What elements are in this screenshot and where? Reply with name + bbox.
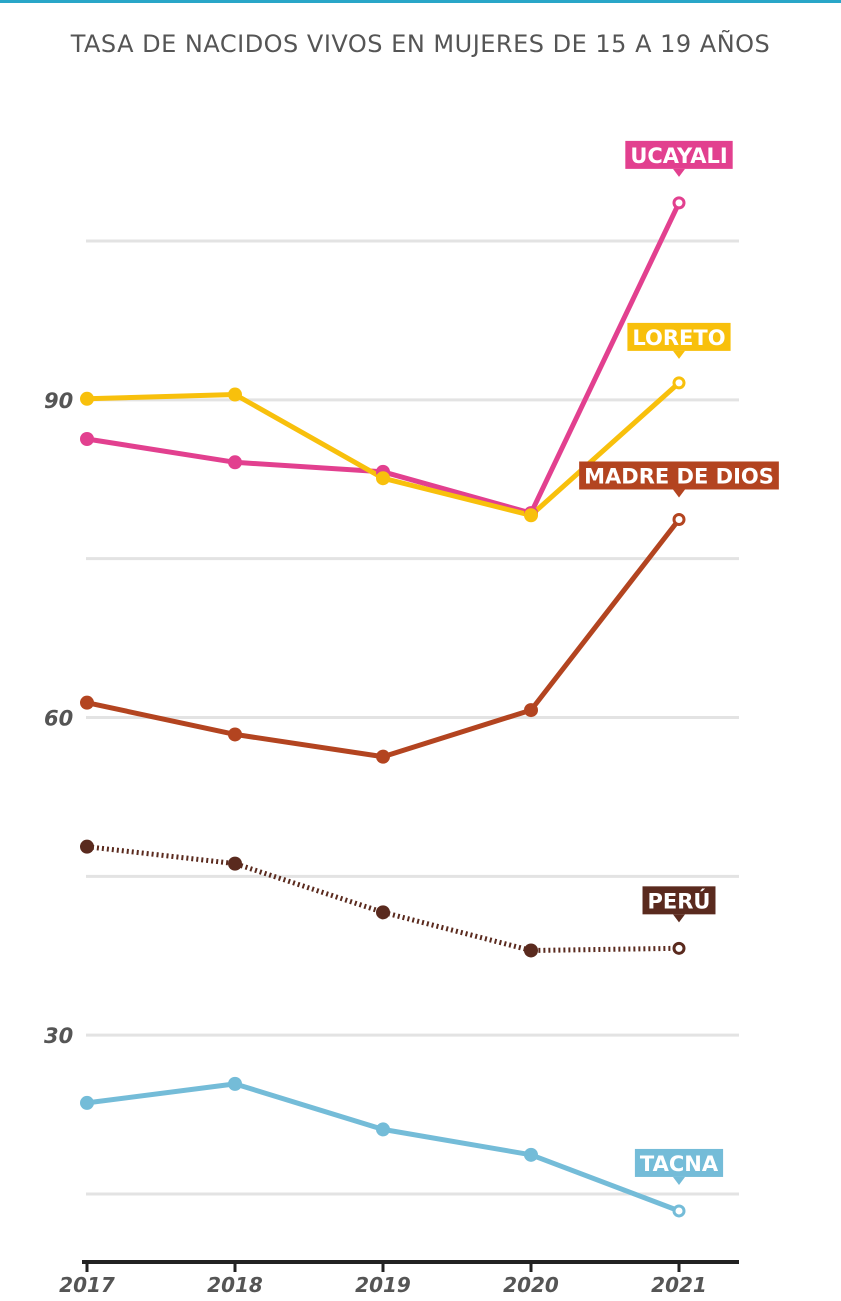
data-point-madre-de-dios <box>524 703 538 718</box>
data-point-peru <box>524 943 538 958</box>
series-label-tacna: TACNA <box>634 1148 724 1185</box>
series-label-loreto: LORETO <box>627 322 731 359</box>
data-point-peru <box>376 905 390 920</box>
top-accent-rule <box>0 0 841 3</box>
data-point-loreto <box>524 508 538 523</box>
x-tick-label: 2021 <box>651 1273 707 1297</box>
x-tick-label: 2017 <box>59 1273 115 1297</box>
series-line-peru <box>86 844 680 953</box>
series-label-text: TACNA <box>640 1152 719 1176</box>
series-label-text: LORETO <box>632 326 725 350</box>
data-point-ucayali <box>672 196 686 210</box>
data-point-peru <box>672 941 686 955</box>
x-tick-label: 2018 <box>207 1273 263 1297</box>
y-tick-label: 30 <box>44 1024 73 1048</box>
series-label-ucayali: UCAYALI <box>625 140 733 177</box>
data-point-tacna <box>376 1122 390 1137</box>
series-line-madre-de-dios <box>84 517 682 760</box>
series-label-text: MADRE DE DIOS <box>584 464 774 488</box>
y-tick-label: 60 <box>44 707 73 731</box>
data-point-tacna <box>228 1076 242 1091</box>
data-point-loreto <box>376 471 390 486</box>
data-point-ucayali <box>228 455 242 470</box>
data-point-tacna <box>524 1147 538 1162</box>
x-tick-label: 2020 <box>503 1273 559 1297</box>
data-point-loreto <box>80 391 94 406</box>
data-point-ucayali <box>80 432 94 447</box>
data-point-madre-de-dios <box>80 695 94 710</box>
data-point-loreto <box>228 387 242 402</box>
data-point-madre-de-dios <box>376 749 390 764</box>
y-tick-label: 90 <box>44 389 73 413</box>
data-point-loreto <box>672 376 686 390</box>
series-line-loreto <box>84 380 682 518</box>
data-point-peru <box>80 839 94 854</box>
series-label-madre-de-dios: MADRE DE DIOS <box>579 461 779 498</box>
data-point-tacna <box>672 1204 686 1218</box>
data-point-madre-de-dios <box>672 512 686 526</box>
series-label-text: UCAYALI <box>630 144 727 168</box>
data-point-peru <box>228 856 242 871</box>
x-tick-label: 2019 <box>355 1273 411 1297</box>
series-label-peru: PERÚ <box>642 886 716 923</box>
series-label-text: PERÚ <box>648 888 711 913</box>
chart-title: TASA DE NACIDOS VIVOS EN MUJERES DE 15 A… <box>70 30 771 58</box>
data-point-madre-de-dios <box>228 727 242 742</box>
series-line-tacna <box>84 1081 682 1214</box>
data-point-tacna <box>80 1095 94 1110</box>
